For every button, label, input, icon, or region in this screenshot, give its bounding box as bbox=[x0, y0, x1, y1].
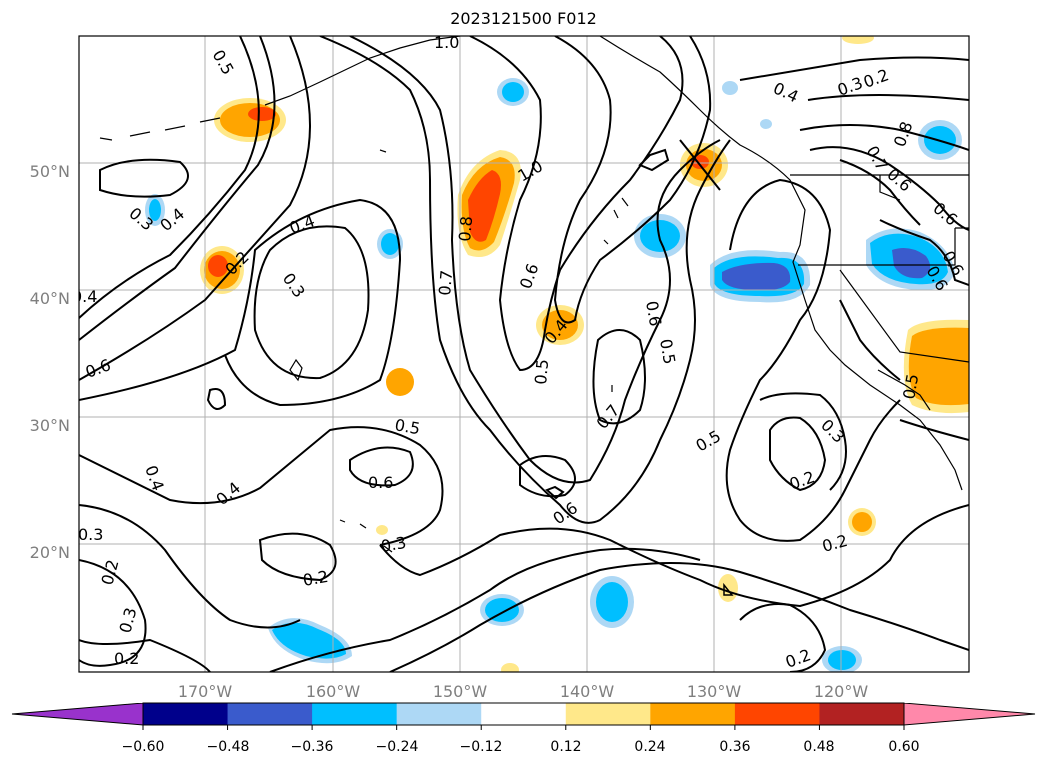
lon-tick-label: 130°W bbox=[687, 682, 742, 701]
colorbar-segment bbox=[143, 703, 229, 725]
colorbar-segment bbox=[396, 703, 482, 725]
coastlines bbox=[99, 36, 969, 553]
lon-axis: 170°W 160°W 150°W 140°W 130°W 120°W bbox=[178, 682, 869, 701]
colorbar-tick-label: 0.60 bbox=[888, 739, 919, 755]
lat-tick-label: 40°N bbox=[30, 289, 70, 308]
contour-label: 0.2 bbox=[301, 567, 329, 590]
map-title: 2023121500 F012 bbox=[450, 9, 597, 28]
colorbar: −0.60 −0.48 −0.36 −0.24 −0.12 0.12 0.24 … bbox=[11, 702, 1036, 755]
lon-tick-label: 170°W bbox=[178, 682, 233, 701]
colorbar-tick-label: 0.24 bbox=[634, 739, 665, 755]
contour-label: 0.7 bbox=[435, 269, 456, 296]
contour-label: 0.5 bbox=[899, 372, 922, 400]
colorbar-tick-label: 0.12 bbox=[550, 739, 581, 755]
contour-lines bbox=[79, 36, 969, 672]
lat-tick-label: 50°N bbox=[30, 162, 70, 181]
colorbar-extend-high bbox=[904, 703, 1035, 725]
colorbar-tick-label: −0.36 bbox=[291, 739, 334, 755]
colorbar-tick-label: 0.48 bbox=[803, 739, 834, 755]
contour-label: 0.5 bbox=[531, 358, 552, 385]
colorbar-segment bbox=[819, 703, 905, 725]
lon-tick-label: 150°W bbox=[433, 682, 488, 701]
lon-tick-label: 140°W bbox=[560, 682, 615, 701]
colorbar-segment bbox=[565, 703, 651, 725]
map-frame bbox=[78, 35, 970, 673]
contour-label: 0.5 bbox=[656, 337, 679, 365]
contour-label: 0.5 bbox=[393, 415, 421, 438]
lon-tick-label: 160°W bbox=[306, 682, 361, 701]
colorbar-segment bbox=[312, 703, 398, 725]
colorbar-segment bbox=[227, 703, 313, 725]
colorbar-extend-low bbox=[12, 703, 143, 725]
contour-label: 0.3 bbox=[379, 533, 407, 556]
lon-tick-label: 120°W bbox=[814, 682, 869, 701]
lat-axis: 20°N 30°N 40°N 50°N bbox=[30, 162, 70, 562]
colorbar-tick-label: −0.60 bbox=[122, 739, 165, 755]
map-panel: 1.0 0.5 0.4 0.3 0.2 0.7 0.8 0.6 0.3 0.4 … bbox=[72, 33, 969, 672]
colorbar-tick-label: 0.36 bbox=[719, 739, 750, 755]
triangle-marker bbox=[723, 582, 734, 596]
colorbar-ticks bbox=[142, 725, 905, 730]
colorbar-segments bbox=[12, 703, 1035, 725]
colorbar-segment bbox=[650, 703, 736, 725]
colorbar-segment bbox=[734, 703, 820, 725]
contour-label: 0.6 bbox=[368, 473, 393, 492]
colorbar-tick-label: −0.24 bbox=[376, 739, 419, 755]
lat-tick-label: 20°N bbox=[30, 543, 70, 562]
contour-label: 0.6 bbox=[642, 299, 665, 327]
colorbar-segment bbox=[481, 703, 567, 725]
lat-tick-label: 30°N bbox=[30, 416, 70, 435]
colorbar-tick-label: −0.12 bbox=[460, 739, 503, 755]
contour-label: 0.4 bbox=[72, 287, 97, 306]
contour-label: 1.0 bbox=[434, 33, 459, 52]
colorbar-labels: −0.60 −0.48 −0.36 −0.24 −0.12 0.12 0.24 … bbox=[122, 739, 920, 755]
contour-label: 0.2 bbox=[114, 649, 139, 668]
colorbar-tick-label: −0.48 bbox=[207, 739, 250, 755]
gridlines bbox=[79, 36, 969, 672]
contour-label: 0.8 bbox=[455, 215, 476, 242]
contour-label: 0.3 bbox=[78, 525, 103, 544]
